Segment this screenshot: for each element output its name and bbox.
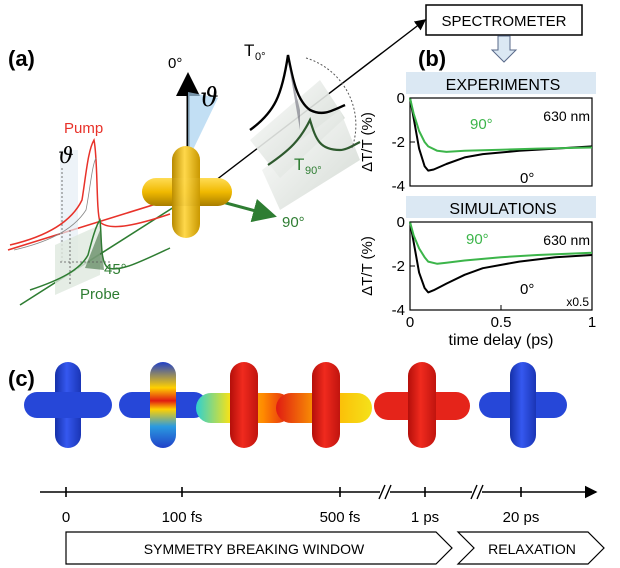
y-tick-label: -4 xyxy=(392,302,405,319)
spectrometer-label: SPECTROMETER xyxy=(441,13,566,30)
timeline-tick: 100 fs xyxy=(162,509,203,526)
relaxation-window: RELAXATION xyxy=(456,531,605,565)
nanocross-500fs xyxy=(276,362,372,448)
svg-text:90°: 90° xyxy=(305,165,322,177)
nanocross-200fs xyxy=(196,362,292,448)
theta-wedge xyxy=(188,92,218,160)
y-tick-label: 0 xyxy=(397,214,405,231)
timeline-tick: 500 fs xyxy=(320,509,361,526)
y-tick-label: 0 xyxy=(397,90,405,107)
series-line-90deg xyxy=(409,97,593,153)
series-label-90: 90° xyxy=(466,231,489,248)
series-line-0deg xyxy=(409,97,593,172)
x-axis-label: time delay (ps) xyxy=(449,332,554,349)
chart-experiments: EXPERIMENTS 0 -2 -4 ΔT/T (%) 630 nm 90° 0° xyxy=(359,72,596,195)
t90-label: T 90° xyxy=(294,155,322,177)
gold-nanocross xyxy=(142,146,232,238)
chart-title-bg xyxy=(406,196,596,218)
x-tick-label: 1 xyxy=(588,314,596,331)
wavelength-label: 630 nm xyxy=(543,232,590,248)
series-label-90: 90° xyxy=(470,116,493,133)
theta-label: ϑ xyxy=(200,83,219,113)
svg-text:RELAXATION: RELAXATION xyxy=(488,541,576,557)
series-line-0deg xyxy=(409,221,593,294)
probe-label: Probe xyxy=(80,286,120,303)
x-tick-label: 0.5 xyxy=(491,314,512,331)
axis-break-icon xyxy=(378,484,392,500)
series-line-90deg xyxy=(409,221,593,265)
y-axis-label: ΔT/T (%) xyxy=(359,112,376,172)
scale-note: x0.5 xyxy=(566,295,589,309)
nanocross-0 xyxy=(24,362,112,448)
t0-label: T 0° xyxy=(244,41,266,63)
timeline-tick: 1 ps xyxy=(411,509,439,526)
y-axis-label: ΔT/T (%) xyxy=(359,236,376,296)
series-label-0: 0° xyxy=(520,281,534,298)
timeline-tick: 0 xyxy=(62,509,70,526)
angle-45-label: 45° xyxy=(104,261,127,278)
wavelength-label: 630 nm xyxy=(543,108,590,124)
panel-label-b: (b) xyxy=(418,46,446,71)
y-tick-label: -2 xyxy=(392,258,405,275)
down-arrow-icon xyxy=(490,35,518,63)
nanocross-1ps xyxy=(374,362,470,448)
y-tick-label: -4 xyxy=(392,178,405,195)
probe-pulse xyxy=(29,218,171,295)
panel-label-c: (c) xyxy=(8,366,35,391)
svg-text:0°: 0° xyxy=(255,51,266,63)
chart-title: SIMULATIONS xyxy=(449,201,556,218)
series-label-0: 0° xyxy=(520,170,534,187)
timeline-tick: 20 ps xyxy=(503,509,540,526)
chart-title-bg xyxy=(406,72,596,94)
chart-simulations: SIMULATIONS 0-2-40 0.5 1 ΔT/T (%) 630 nm 9… xyxy=(359,196,596,349)
nanocross-20ps xyxy=(479,362,567,448)
panel-label-a: (a) xyxy=(8,46,35,71)
transmitted-pulses xyxy=(249,54,361,210)
y-tick-label: -2 xyxy=(392,134,405,151)
svg-text:T: T xyxy=(244,41,254,60)
svg-text:T: T xyxy=(294,155,304,174)
symmetry-breaking-window: SYMMETRY BREAKING WINDOW xyxy=(65,531,453,565)
angle-0-label: 0° xyxy=(168,55,182,72)
angle-90-label: 90° xyxy=(282,214,305,231)
svg-text:SYMMETRY BREAKING WINDOW: SYMMETRY BREAKING WINDOW xyxy=(144,541,365,557)
chart-title: EXPERIMENTS xyxy=(446,77,561,94)
x-tick-label: 0 xyxy=(406,314,414,331)
timeline-axis xyxy=(40,484,598,500)
nanocross-100fs xyxy=(119,362,207,448)
theta-pump-label: ϑ xyxy=(58,144,74,169)
spectrometer-box: SPECTROMETER xyxy=(425,4,583,36)
pump-label: Pump xyxy=(64,120,103,137)
axis-break-icon xyxy=(470,484,484,500)
